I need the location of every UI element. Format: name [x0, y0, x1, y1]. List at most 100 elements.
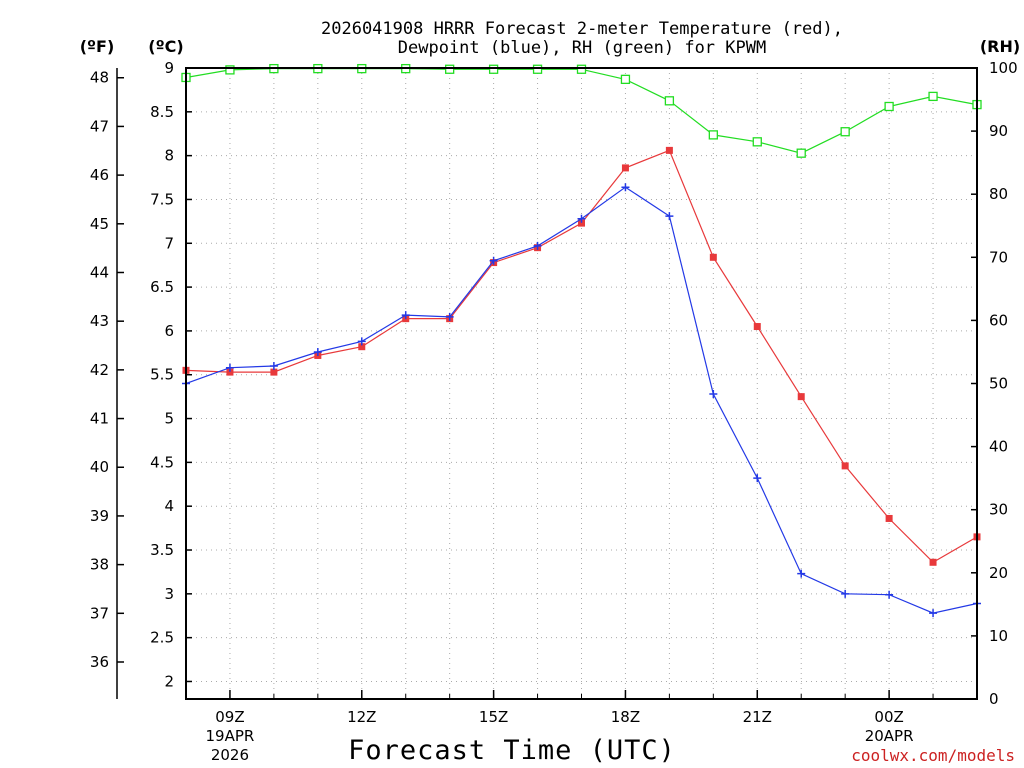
fahrenheit-tick-label: 39 [90, 507, 109, 525]
rh-point [840, 127, 850, 137]
temperature-point [226, 368, 234, 376]
grid-lines [186, 68, 977, 699]
x-tick-label: 12Z [347, 708, 376, 726]
fahrenheit-tick-label: 46 [90, 166, 109, 184]
x-tick-label: 00Z [874, 708, 903, 726]
rh-point [884, 101, 894, 112]
rh-tick-label: 60 [989, 311, 1008, 329]
celsius-tick-label: 3 [164, 585, 174, 603]
dewpoint-point [269, 361, 278, 370]
fahrenheit-tick-label: 42 [90, 361, 109, 379]
dewpoint-point [577, 214, 586, 223]
rh-point [445, 64, 455, 74]
temperature-point [665, 146, 673, 154]
rh-point [532, 64, 543, 74]
celsius-tick-label: 4.5 [150, 453, 174, 471]
dewpoint-point [533, 241, 542, 250]
fahrenheit-tick-label: 36 [90, 653, 109, 671]
dewpoint-point [489, 256, 498, 265]
rh-tick-label: 0 [989, 690, 999, 708]
celsius-tick-label: 8 [164, 147, 174, 165]
temperature-point [841, 462, 849, 470]
rh-tick-label: 70 [989, 248, 1008, 266]
rh-tick-label: 40 [989, 438, 1008, 456]
celsius-unit-label: (ºC) [148, 37, 183, 56]
rh-unit-label: (RH) [980, 37, 1020, 56]
rh-tick-label: 80 [989, 185, 1008, 203]
dewpoint-point [401, 311, 410, 320]
temperature-point [578, 219, 585, 227]
temperature-point [358, 343, 366, 351]
celsius-tick-label: 6 [164, 322, 174, 340]
chart-title-line1: 2026041908 HRRR Forecast 2-meter Tempera… [321, 19, 843, 39]
temperature-point [270, 368, 278, 376]
fahrenheit-tick-label: 45 [90, 215, 109, 233]
dewpoint-point [357, 337, 366, 346]
rh-point [576, 64, 587, 74]
dewpoint-point [797, 569, 806, 578]
dewpoint-point [709, 390, 718, 399]
fahrenheit-tick-label: 38 [90, 556, 109, 574]
rh-point [796, 148, 806, 158]
celsius-tick-label: 2 [164, 672, 174, 690]
celsius-tick-label: 5.5 [150, 366, 174, 384]
celsius-tick-label: 9 [164, 59, 174, 77]
rh-tick-label: 90 [989, 122, 1008, 140]
temperature-point [885, 514, 893, 522]
x-tick-year-label: 2026 [211, 746, 249, 764]
dewpoint-line [185, 186, 978, 614]
celsius-tick-label: 8.5 [150, 103, 174, 121]
fahrenheit-unit-label: (ºF) [80, 37, 115, 56]
series-group [181, 63, 982, 618]
dewpoint-point [225, 363, 234, 372]
dewpoint-point [313, 347, 322, 356]
fahrenheit-tick-label: 47 [90, 117, 109, 135]
x-tick-label: 09Z [215, 708, 244, 726]
temperature-point [797, 393, 805, 401]
rh-tick-label: 20 [989, 564, 1008, 582]
fahrenheit-tick-label: 37 [90, 604, 109, 622]
x-tick-label: 18Z [611, 708, 640, 726]
plot-frame [185, 67, 978, 700]
rh-point [752, 137, 762, 147]
fahrenheit-tick-label: 44 [90, 263, 109, 281]
celsius-tick-label: 7 [164, 234, 174, 252]
x-tick-label: 21Z [743, 708, 772, 726]
fahrenheit-tick-label: 48 [90, 69, 109, 87]
chart-title-line2: Dewpoint (blue), RH (green) for KPWM [398, 38, 766, 58]
rh-point [708, 130, 718, 140]
temperature-point [709, 253, 717, 261]
dewpoint-point [753, 474, 762, 483]
dewpoint-point [621, 183, 630, 192]
temperature-point [621, 164, 629, 172]
credit-text: coolwx.com/models [851, 746, 1015, 765]
dewpoint-point [885, 590, 894, 599]
celsius-tick-label: 5 [164, 410, 174, 428]
rh-line [185, 67, 978, 154]
celsius-tick-label: 4 [164, 497, 174, 515]
dewpoint-point [665, 212, 674, 221]
celsius-tick-label: 7.5 [150, 190, 174, 208]
dewpoint-point [445, 312, 454, 321]
fahrenheit-tick-label: 43 [90, 312, 109, 330]
x-tick-date-label: 20APR [865, 727, 914, 745]
rh-axis: 0 10 20 30 40 50 60 70 80 90 100 [971, 59, 1018, 708]
rh-point [488, 64, 499, 74]
celsius-tick-label: 6.5 [150, 278, 174, 296]
rh-tick-label: 100 [989, 59, 1018, 77]
rh-tick-label: 50 [989, 375, 1008, 393]
rh-point [928, 91, 938, 102]
dewpoint-point [841, 589, 850, 598]
temperature-point [929, 558, 937, 566]
fahrenheit-tick-label: 40 [90, 458, 109, 476]
rh-point [225, 65, 235, 75]
rh-tick-label: 30 [989, 501, 1008, 519]
rh-point [620, 74, 631, 85]
dewpoint-point [929, 609, 938, 618]
fahrenheit-tick-label: 41 [90, 410, 109, 428]
x-axis-title: Forecast Time (UTC) [348, 735, 676, 766]
fahrenheit-axis: 36 37 38 39 40 41 42 43 44 45 46 47 48 [90, 68, 124, 699]
rh-point [664, 96, 675, 106]
